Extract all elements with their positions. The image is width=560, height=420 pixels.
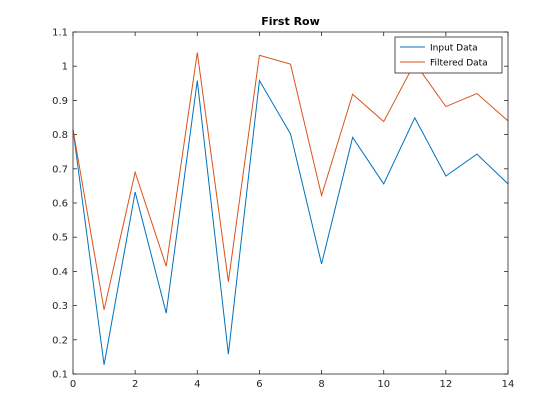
x-tick-label: 6 (256, 379, 262, 390)
y-tick-label: 0.3 (52, 301, 68, 312)
legend-box (394, 36, 503, 74)
x-axis: 0 2 4 6 8 10 12 14 (70, 32, 515, 390)
y-tick-label: 0.7 (52, 164, 68, 175)
y-tick-label: 0.4 (52, 267, 68, 278)
y-tick-label: 0.6 (52, 199, 68, 210)
y-tick-label: 0.2 (52, 335, 68, 346)
legend: Input Data Filtered Data (394, 36, 503, 74)
series-line-input-data (72, 79, 509, 365)
y-tick-label: 1 (62, 62, 68, 73)
legend-label: Input Data (430, 44, 478, 54)
series-layer (72, 52, 509, 365)
y-tick-label: 0.8 (52, 130, 68, 141)
series-line-filtered-data (72, 52, 509, 310)
y-tick-label: 0.1 (52, 370, 68, 381)
x-tick-label: 2 (132, 379, 138, 390)
plot-frame (72, 31, 509, 375)
legend-label: Filtered Data (430, 59, 488, 69)
x-tick-label: 10 (377, 379, 390, 390)
x-tick-label: 12 (439, 379, 452, 390)
y-tick-label: 1.1 (52, 28, 68, 39)
x-tick-label: 0 (70, 379, 76, 390)
y-tick-label: 0.9 (52, 96, 68, 107)
x-tick-label: 8 (318, 379, 324, 390)
x-tick-label: 14 (502, 379, 515, 390)
y-tick-label: 0.5 (52, 233, 68, 244)
x-tick-label: 4 (194, 379, 200, 390)
chart-title: First Row (261, 15, 320, 28)
